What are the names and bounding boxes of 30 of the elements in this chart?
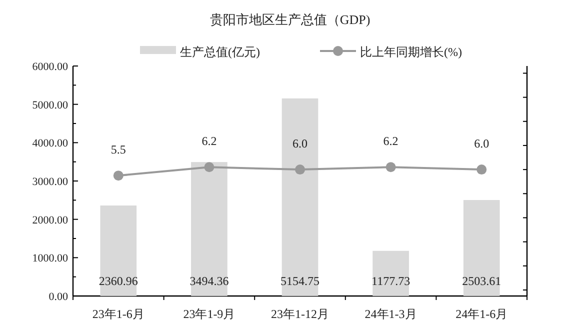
bar xyxy=(100,205,137,296)
bar xyxy=(463,200,500,296)
y-tick-label: 1000.00 xyxy=(32,252,68,265)
x-tick-label: 24年1-6月 xyxy=(456,307,508,321)
x-tick-label: 24年1-3月 xyxy=(364,307,417,321)
legend-label: 生产总值(亿元) xyxy=(180,45,260,59)
chart-title: 贵阳市地区生产总值（GDP) xyxy=(210,12,370,27)
bar xyxy=(191,162,228,296)
data-label: 3494.36 xyxy=(190,274,229,288)
data-label: 1177.73 xyxy=(372,274,410,288)
x-tick-label: 23年1-9月 xyxy=(183,307,236,321)
y-tick-label: 2000.00 xyxy=(32,214,68,226)
y-tick-label: 5000.00 xyxy=(32,99,68,112)
data-label: 6.0 xyxy=(292,136,308,151)
data-label: 5.5 xyxy=(110,142,126,157)
data-label: 2360.96 xyxy=(98,274,138,288)
data-label: 5154.75 xyxy=(280,274,320,288)
data-label: 6.0 xyxy=(474,136,490,151)
data-label: 2503.61 xyxy=(462,274,502,288)
y-tick-label: 0.00 xyxy=(48,291,68,303)
bar xyxy=(372,250,409,296)
data-label: 6.2 xyxy=(202,134,217,148)
data-label: 6.2 xyxy=(383,134,398,148)
y-tick-label: 6000.00 xyxy=(32,61,68,73)
x-tick-label: 23年1-12月 xyxy=(271,307,329,321)
y-tick-label: 3000.00 xyxy=(32,176,68,188)
x-tick-label: 23年1-6月 xyxy=(92,307,144,321)
y-tick-label: 4000.00 xyxy=(32,138,68,150)
bar xyxy=(282,98,318,296)
legend-label: 比上年同期增长(%) xyxy=(360,45,462,59)
